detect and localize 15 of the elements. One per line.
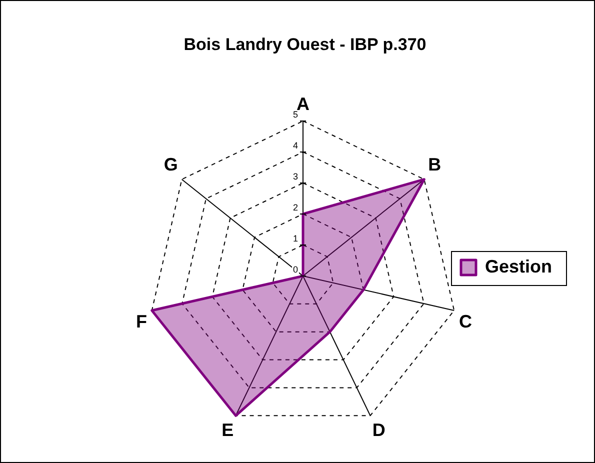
spoke-label: E	[222, 420, 234, 440]
y-tick-label: 5	[292, 109, 298, 120]
spoke-label: C	[458, 311, 472, 332]
spoke-label: G	[164, 154, 178, 174]
spoke-label: B	[428, 154, 442, 174]
y-tick-label: 3	[292, 171, 298, 182]
spoke-label: A	[296, 94, 310, 114]
spoke-label: D	[372, 420, 386, 440]
spoke-label: F	[136, 311, 148, 332]
y-tick-label: 1	[292, 233, 298, 244]
y-tick-label: 2	[292, 202, 298, 212]
y-tick-label: 0	[292, 264, 298, 274]
chart-title: Bois Landry Ouest - IBP p.370	[184, 34, 426, 54]
legend-label: Gestion	[484, 256, 552, 276]
y-tick-label: 4	[292, 140, 298, 150]
